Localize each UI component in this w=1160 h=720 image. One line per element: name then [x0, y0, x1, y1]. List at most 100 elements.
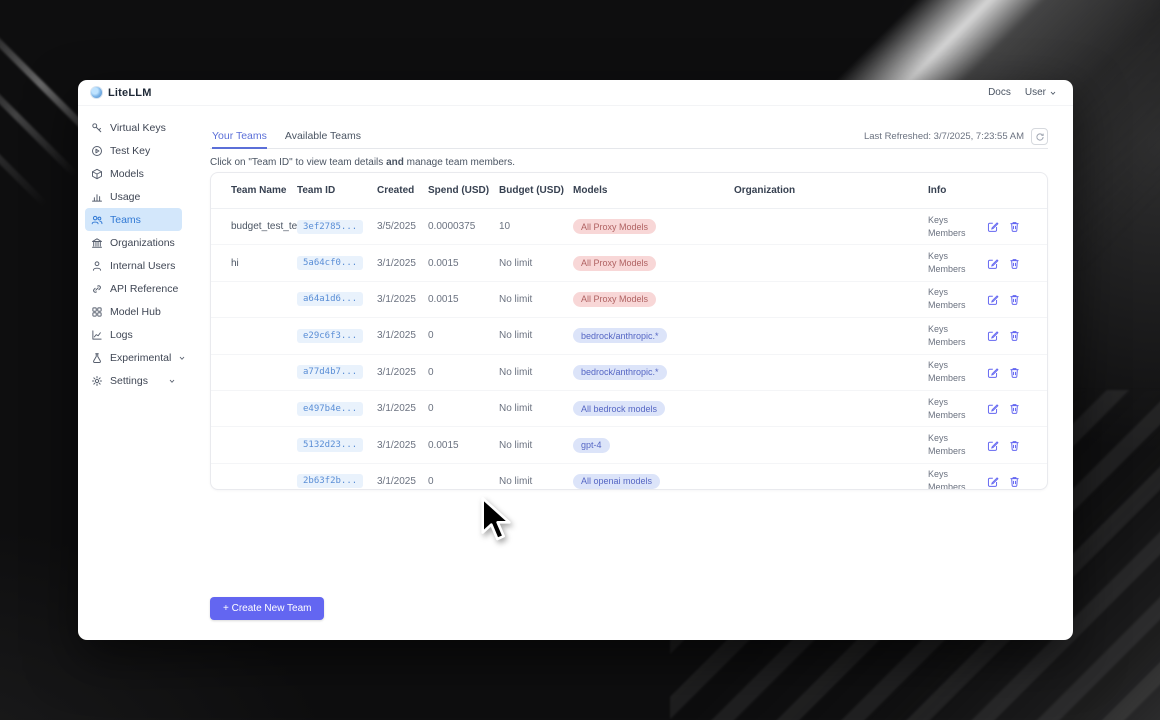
edit-team-button[interactable]: [986, 366, 999, 379]
delete-team-button[interactable]: [1008, 293, 1021, 306]
tab-available-teams[interactable]: Available Teams: [284, 130, 361, 142]
cell-created: 3/1/2025: [377, 366, 416, 378]
team-id-link[interactable]: e29c6f3...: [297, 328, 364, 343]
table-body: budget_test_team 3ef2785... 3/5/2025 0.0…: [211, 209, 1047, 490]
sidebar-item-label: API Reference: [110, 282, 179, 295]
edit-team-button[interactable]: [986, 293, 999, 306]
cell-team-name: budget_test_team: [231, 221, 312, 233]
delete-team-button[interactable]: [1008, 475, 1021, 488]
edit-team-button[interactable]: [986, 475, 999, 488]
team-id-link[interactable]: 2b63f2b...: [297, 474, 364, 489]
last-refreshed: Last Refreshed: 3/7/2025, 7:23:55 AM: [864, 128, 1048, 145]
cell-spend: 0.0015: [428, 439, 459, 451]
delete-team-button[interactable]: [1008, 402, 1021, 415]
cell-created: 3/1/2025: [377, 403, 416, 415]
docs-link[interactable]: Docs: [988, 87, 1011, 98]
model-badge: All bedrock models: [573, 401, 666, 417]
delete-team-button[interactable]: [1008, 439, 1021, 452]
sidebar-item-label: Internal Users: [110, 259, 176, 272]
litellm-logo-icon: [90, 86, 103, 99]
edit-team-button[interactable]: [986, 402, 999, 415]
edit-icon: [987, 295, 999, 305]
cell-team-id: 5a64cf0...: [297, 256, 377, 271]
edit-team-button[interactable]: [986, 329, 999, 342]
cell-spend: 0.0000375: [428, 221, 476, 233]
cell-info: Keys Members: [928, 469, 966, 490]
cell-models: All openai models: [573, 473, 734, 489]
create-new-team-button[interactable]: + Create New Team: [210, 597, 325, 620]
sidebar-item-experimental[interactable]: Experimental: [85, 346, 185, 369]
team-id-link[interactable]: a64a1d6...: [297, 292, 364, 307]
trash-icon: [1010, 440, 1019, 451]
cell-actions: [986, 402, 1047, 415]
team-icon: [91, 214, 103, 226]
hint-prefix: Click on "Team ID" to view team details: [210, 157, 387, 168]
hint-bold: and: [386, 157, 404, 168]
cell-created: 3/1/2025: [377, 330, 416, 342]
cell-actions: [986, 257, 1047, 270]
sidebar-item-teams[interactable]: Teams: [85, 208, 182, 231]
cell-actions: [986, 293, 1047, 306]
sidebar-item-organizations[interactable]: Organizations: [85, 231, 182, 254]
cell-models: gpt-4: [573, 437, 734, 453]
sidebar-item-internal-users[interactable]: Internal Users: [85, 254, 182, 277]
cell-models: All bedrock models: [573, 401, 734, 417]
trash-icon: [1010, 258, 1019, 269]
chevron-down-icon: [178, 354, 186, 362]
delete-team-button[interactable]: [1008, 257, 1021, 270]
cell-actions: [986, 366, 1047, 379]
cell-info: Keys Members: [928, 287, 966, 311]
cell-spend: 0.0015: [428, 293, 459, 305]
sidebar-item-test-key[interactable]: Test Key: [85, 139, 182, 162]
delete-team-button[interactable]: [1008, 329, 1021, 342]
user-menu[interactable]: User: [1025, 87, 1057, 98]
edit-team-button[interactable]: [986, 439, 999, 452]
team-id-link[interactable]: e497b4e...: [297, 401, 364, 416]
sidebar-item-logs[interactable]: Logs: [85, 323, 182, 346]
column-header-team-id: Team ID: [297, 185, 336, 196]
cell-budget: No limit: [499, 403, 533, 415]
model-badge: bedrock/anthropic.*: [573, 364, 667, 380]
table-row: 5132d23... 3/1/2025 0.0015 No limit gpt-…: [211, 427, 1047, 464]
cell-info: Keys Members: [928, 214, 966, 238]
model-badge: All Proxy Models: [573, 255, 657, 271]
cell-spend: 0: [428, 403, 434, 415]
cell-budget: No limit: [499, 330, 533, 342]
line-chart-icon: [91, 329, 103, 341]
model-badge: All Proxy Models: [573, 219, 657, 235]
edit-icon: [987, 331, 999, 342]
sidebar-item-label: Settings: [110, 374, 148, 387]
sidebar-item-usage[interactable]: Usage: [85, 185, 182, 208]
edit-team-button[interactable]: [986, 257, 999, 270]
sidebar-item-label: Usage: [110, 190, 141, 203]
sidebar-item-models[interactable]: Models: [85, 162, 182, 185]
team-id-link[interactable]: 5132d23...: [297, 438, 364, 453]
hint-text: Click on "Team ID" to view team details …: [210, 157, 515, 168]
sidebar-item-label: Experimental: [110, 351, 172, 364]
cell-actions: [986, 220, 1047, 233]
sidebar-item-settings[interactable]: Settings: [85, 369, 182, 392]
team-id-link[interactable]: a77d4b7...: [297, 365, 364, 380]
key-icon: [91, 122, 103, 134]
cell-budget: No limit: [499, 439, 533, 451]
cell-info: Keys Members: [928, 323, 966, 347]
delete-team-button[interactable]: [1008, 220, 1021, 233]
chevron-down-icon: [1050, 91, 1056, 95]
cell-team-id: e497b4e...: [297, 401, 377, 416]
tab-your-teams[interactable]: Your Teams: [212, 130, 267, 149]
edit-team-button[interactable]: [986, 220, 999, 233]
sidebar-item-virtual-keys[interactable]: Virtual Keys: [85, 116, 182, 139]
main-content: Your Teams Available Teams Last Refreshed…: [210, 128, 1048, 630]
team-id-link[interactable]: 5a64cf0...: [297, 256, 364, 271]
sidebar-item-model-hub[interactable]: Model Hub: [85, 300, 182, 323]
team-id-link[interactable]: 3ef2785...: [297, 219, 364, 234]
refresh-icon: [1035, 132, 1044, 141]
cell-models: bedrock/anthropic.*: [573, 328, 734, 344]
flask-icon: [91, 352, 103, 364]
cell-team-id: 5132d23...: [297, 438, 377, 453]
refresh-button[interactable]: [1031, 128, 1048, 145]
trash-icon: [1010, 222, 1019, 233]
edit-icon: [987, 477, 999, 487]
sidebar-item-api-reference[interactable]: API Reference: [85, 277, 182, 300]
delete-team-button[interactable]: [1008, 366, 1021, 379]
